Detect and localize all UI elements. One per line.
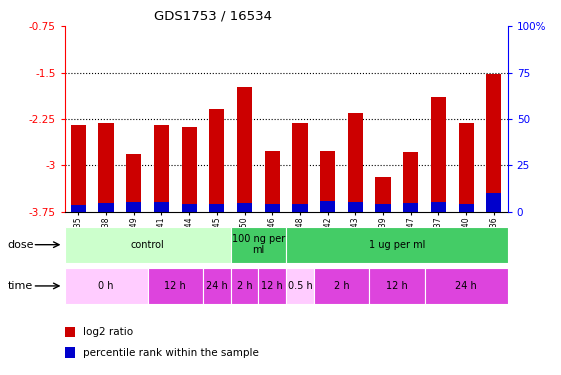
Bar [403, 202, 419, 212]
Bar [286, 227, 508, 262]
Bar [265, 151, 280, 212]
Text: 2 h: 2 h [237, 281, 252, 291]
Bar [71, 206, 86, 212]
Text: percentile rank within the sample: percentile rank within the sample [83, 348, 259, 357]
Bar [375, 177, 390, 212]
Bar [292, 123, 307, 212]
Bar [209, 108, 224, 212]
Bar [65, 268, 148, 304]
Bar [148, 268, 203, 304]
Bar [182, 127, 197, 212]
Bar [348, 202, 363, 212]
Text: 1 ug per ml: 1 ug per ml [369, 240, 425, 250]
Text: 0 h: 0 h [98, 281, 114, 291]
Bar [98, 123, 114, 212]
Bar [375, 204, 390, 212]
Bar [431, 98, 446, 212]
Bar [98, 202, 114, 212]
Bar [265, 204, 280, 212]
Text: 100 ng per
ml: 100 ng per ml [232, 234, 285, 255]
Text: 2 h: 2 h [334, 281, 350, 291]
Text: dose: dose [7, 240, 34, 250]
Bar [486, 194, 502, 212]
Bar [259, 268, 286, 304]
Bar [237, 87, 252, 212]
Bar [486, 74, 502, 212]
Bar [231, 268, 259, 304]
Bar [237, 202, 252, 212]
Bar [286, 268, 314, 304]
Bar [126, 154, 141, 212]
Text: 12 h: 12 h [261, 281, 283, 291]
Bar [369, 268, 425, 304]
Bar [458, 204, 474, 212]
Bar [209, 204, 224, 212]
Bar [320, 151, 335, 212]
Bar [154, 202, 169, 212]
Bar [154, 124, 169, 212]
Bar [292, 204, 307, 212]
Text: 24 h: 24 h [456, 281, 477, 291]
Text: 12 h: 12 h [386, 281, 408, 291]
Text: 0.5 h: 0.5 h [288, 281, 312, 291]
Bar [182, 204, 197, 212]
Bar [458, 123, 474, 212]
Bar [71, 125, 86, 212]
Bar [348, 113, 363, 212]
Bar [126, 202, 141, 212]
Bar [320, 201, 335, 212]
Bar [231, 227, 286, 262]
Text: GDS1753 / 16534: GDS1753 / 16534 [154, 9, 272, 22]
Bar [403, 152, 419, 212]
Text: control: control [131, 240, 164, 250]
Text: 24 h: 24 h [206, 281, 228, 291]
Bar [314, 268, 369, 304]
Bar [65, 227, 231, 262]
Bar [203, 268, 231, 304]
Bar [425, 268, 508, 304]
Text: log2 ratio: log2 ratio [83, 327, 133, 337]
Bar [431, 202, 446, 212]
Text: 12 h: 12 h [164, 281, 186, 291]
Text: time: time [7, 281, 33, 291]
